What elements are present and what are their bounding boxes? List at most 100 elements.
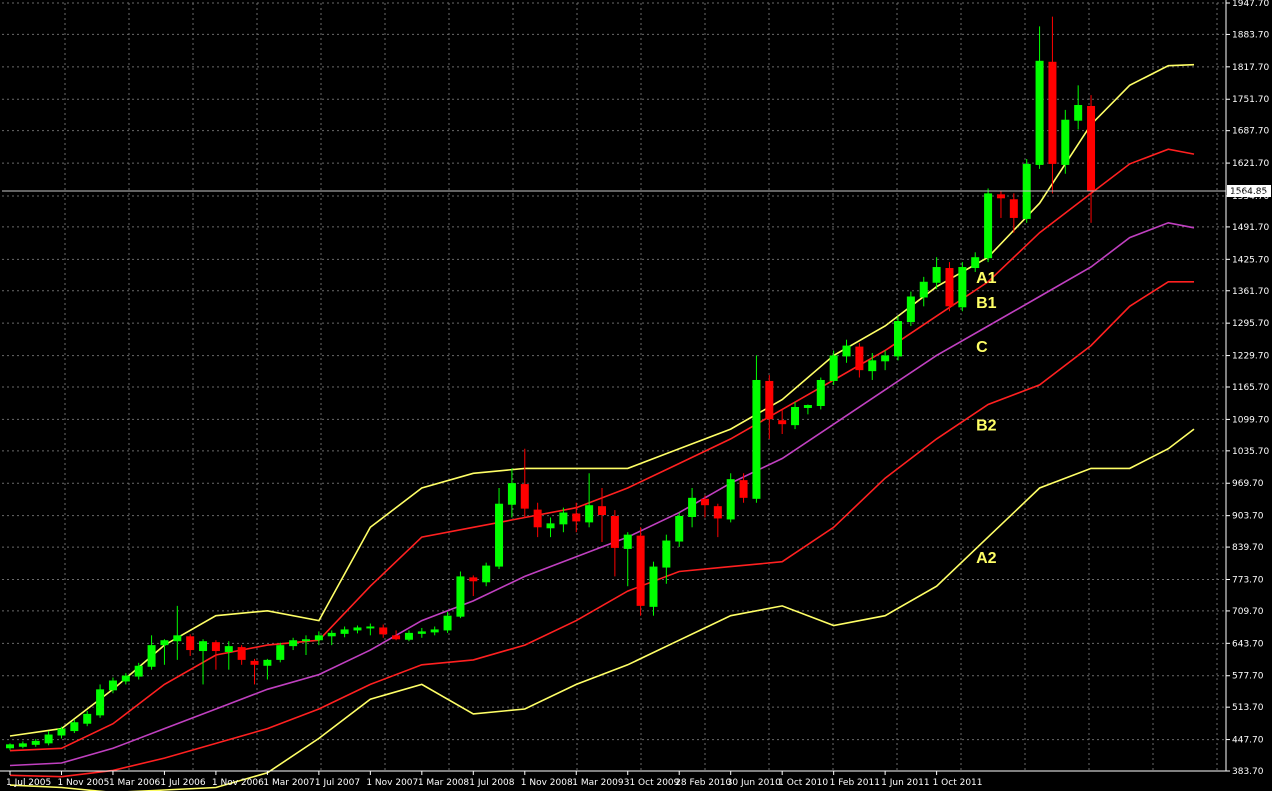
- candle-bear: [379, 627, 388, 635]
- y-tick-label: 1883.70: [1232, 30, 1269, 40]
- candle-bull: [842, 345, 851, 357]
- series-line-b2: [9, 280, 1194, 778]
- x-tick-label: 1 Oct 2010: [778, 778, 828, 788]
- candle-bear: [1009, 199, 1018, 218]
- candle-bull: [559, 512, 568, 525]
- candle-bull: [971, 257, 980, 269]
- candle-bull: [546, 523, 555, 529]
- candle-bull: [31, 740, 40, 745]
- y-tick-label: 903.70: [1232, 512, 1264, 522]
- candle-bear: [713, 506, 722, 519]
- y-tick-label: 773.70: [1232, 575, 1264, 585]
- y-tick-label: 1099.70: [1232, 415, 1269, 425]
- candle-bull: [430, 629, 439, 633]
- candle-bull: [314, 635, 323, 641]
- candle-bull: [829, 355, 838, 381]
- candle-bull: [1074, 104, 1083, 121]
- series-line-a1: [9, 63, 1195, 737]
- y-tick-label: 1165.70: [1232, 383, 1269, 393]
- candle-bull: [83, 713, 92, 724]
- y-tick-label: 1361.70: [1232, 287, 1269, 297]
- x-tick-label: 1 Oct 2011: [933, 778, 983, 788]
- candle-bear: [598, 506, 606, 516]
- candles: [6, 16, 1096, 751]
- y-tick-label: 1621.70: [1232, 159, 1269, 169]
- candle-bull: [443, 615, 452, 631]
- candle-bull: [417, 631, 426, 634]
- y-tick-label: 1947.70: [1232, 0, 1269, 9]
- x-tick-label: 1 Nov 2008: [521, 778, 573, 788]
- y-tick-label: 1817.70: [1232, 63, 1269, 73]
- candle-bull: [816, 379, 825, 407]
- band-label-a1: A1: [976, 270, 997, 287]
- candle-bull: [868, 360, 877, 372]
- y-tick-label: 383.70: [1232, 767, 1264, 777]
- candle-bull: [18, 743, 27, 747]
- candle-bear: [700, 498, 709, 506]
- candle-bull: [404, 632, 413, 640]
- candle-bull: [623, 534, 632, 549]
- candle-bull: [662, 540, 671, 568]
- x-tick-label: 1 Mar 2007: [263, 778, 314, 788]
- candle-bear: [237, 647, 246, 660]
- y-tick-label: 643.70: [1232, 639, 1264, 649]
- x-tick-label: 1 Nov 2006: [212, 778, 264, 788]
- candle-bull: [675, 515, 684, 542]
- candle-bull: [44, 734, 53, 744]
- candle-bear: [250, 660, 259, 665]
- y-tick-label: 709.70: [1232, 607, 1264, 617]
- candle-bull: [289, 640, 298, 647]
- candle-bull: [263, 659, 272, 666]
- candle-bull: [199, 641, 208, 652]
- candle-bull: [121, 675, 130, 682]
- y-tick-label: 577.70: [1232, 672, 1264, 682]
- candle-bull: [482, 565, 491, 583]
- candle-bear: [533, 509, 542, 528]
- candle-bull: [6, 744, 14, 749]
- candle-bear: [1048, 61, 1057, 164]
- x-tick-label: 1 Jul 2005: [6, 778, 51, 788]
- y-tick-label: 1425.70: [1232, 255, 1269, 265]
- y-tick-label: 1491.70: [1232, 223, 1269, 233]
- candle-bull: [224, 646, 233, 653]
- x-tick-label: 1 Mar 2006: [109, 778, 161, 788]
- band-label-b1: B1: [976, 295, 997, 312]
- band-labels: A1 B1 C B2 A2: [976, 270, 997, 567]
- y-axis: 383.70 447.70 513.70 577.70 643.70 709.70 773.…: [1225, 0, 1269, 777]
- candle-bear: [1087, 105, 1096, 191]
- candle-bull: [57, 728, 66, 736]
- y-tick-label: 1295.70: [1232, 319, 1269, 329]
- candle-bull: [958, 267, 967, 308]
- y-tick-label: 447.70: [1232, 736, 1264, 746]
- candle-bear: [739, 480, 748, 498]
- candle-bear: [186, 636, 195, 651]
- candle-bull: [881, 355, 890, 362]
- candle-bear: [392, 635, 401, 640]
- y-tick-label: 1229.70: [1232, 352, 1269, 362]
- y-tick-label: 1751.70: [1232, 95, 1269, 105]
- y-tick-label: 513.70: [1232, 703, 1264, 713]
- candle-bear: [996, 194, 1005, 199]
- x-tick-label: 1 Feb 2011: [830, 778, 880, 788]
- candle-bull: [919, 281, 928, 298]
- x-tick-label: 31 Oct 2009: [624, 778, 680, 788]
- candle-bull: [147, 645, 156, 667]
- candle-bull: [353, 627, 362, 631]
- x-tick-label: 1 Jul 2008: [469, 778, 514, 788]
- series-line-b1: [9, 148, 1195, 752]
- x-tick-label: 30 Jun 2010: [727, 778, 781, 788]
- candle-bull: [340, 629, 349, 634]
- candle-bull: [507, 483, 516, 505]
- candle-bear: [636, 535, 645, 606]
- y-tick-label: 1687.70: [1232, 127, 1269, 137]
- candle-bear: [469, 577, 478, 582]
- y-tick-label: 1035.70: [1232, 447, 1269, 457]
- current-price-label: 1564.85: [1230, 187, 1267, 197]
- band-lines: [9, 63, 1195, 791]
- candle-bear: [765, 380, 774, 420]
- x-tick-label: 1 Jul 2006: [160, 778, 205, 788]
- x-tick-label: 1 Mar 2009: [572, 778, 624, 788]
- current-price-line: 1564.85: [2, 184, 1271, 197]
- candle-bull: [906, 296, 915, 323]
